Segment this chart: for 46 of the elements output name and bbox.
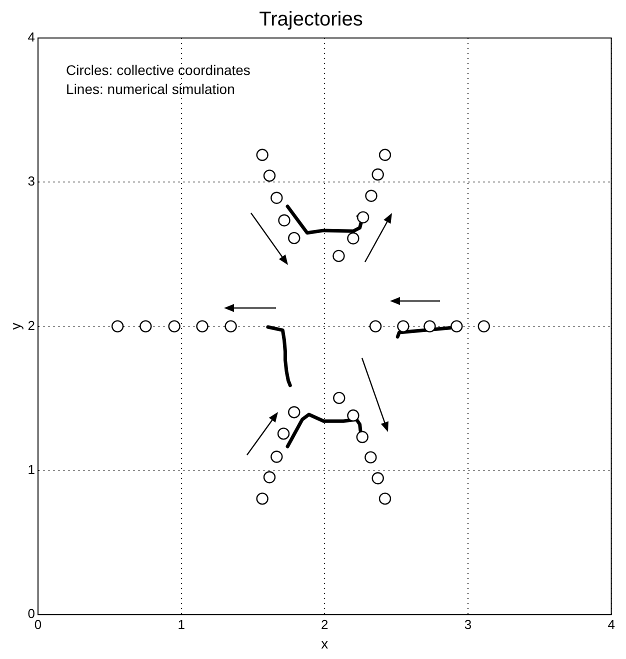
- annotation: Lines: numerical simulation: [66, 80, 235, 97]
- point: [111, 320, 124, 332]
- point: [356, 430, 368, 444]
- point: [364, 451, 377, 464]
- point: [277, 428, 290, 440]
- point: [378, 492, 392, 505]
- y-tick-label: 1: [28, 462, 36, 478]
- point: [256, 148, 268, 162]
- point: [347, 232, 360, 244]
- point: [270, 450, 283, 463]
- point: [372, 168, 384, 181]
- point: [263, 170, 276, 182]
- x-tick-label: 2: [321, 616, 328, 632]
- point: [288, 232, 300, 244]
- x-axis-title: x: [321, 635, 328, 652]
- y-tick-label: 3: [28, 174, 36, 189]
- point: [450, 320, 463, 332]
- point: [356, 211, 370, 224]
- point: [196, 320, 208, 332]
- annotation: Circles: collective coordinates: [66, 62, 250, 78]
- point: [369, 320, 382, 332]
- point: [333, 392, 346, 404]
- point: [365, 190, 378, 202]
- point: [424, 320, 436, 332]
- point: [372, 472, 384, 484]
- point: [256, 492, 268, 505]
- point: [478, 320, 490, 332]
- point: [270, 192, 283, 204]
- point: [332, 250, 345, 262]
- x-tick-label: 3: [464, 616, 472, 632]
- point: [140, 320, 152, 332]
- y-tick-label: 2: [28, 318, 36, 333]
- chart-title: Trajectories: [259, 8, 363, 31]
- point: [288, 406, 300, 418]
- y-tick-label: 0: [28, 606, 36, 622]
- point: [347, 409, 360, 422]
- point: [224, 320, 237, 332]
- x-tick-label: 4: [608, 616, 615, 632]
- y-tick-label: 4: [28, 30, 36, 45]
- point: [378, 148, 392, 162]
- x-tick-label: 1: [178, 616, 185, 632]
- y-axis-title: y: [7, 322, 24, 330]
- point: [168, 320, 180, 332]
- point: [397, 320, 410, 332]
- point: [263, 471, 276, 484]
- point: [278, 214, 290, 226]
